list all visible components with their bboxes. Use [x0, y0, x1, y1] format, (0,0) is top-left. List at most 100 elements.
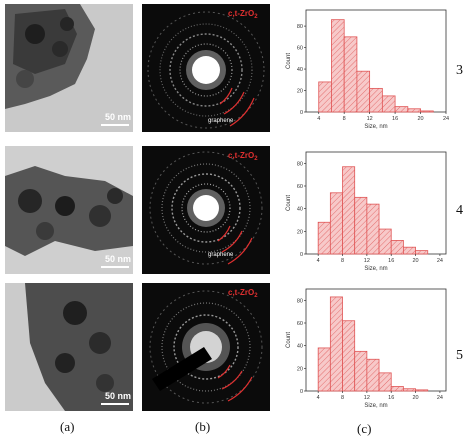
- y-tick-label: 80: [297, 161, 303, 167]
- y-tick-label: 40: [297, 207, 303, 213]
- column-label-c: (c): [357, 421, 372, 436]
- histogram-bar: [378, 372, 392, 392]
- x-tick-label: 8: [341, 258, 344, 264]
- column-label-b: (b): [195, 419, 211, 434]
- histogram-bar: [342, 166, 356, 255]
- histogram-bar: [390, 386, 404, 392]
- phase-label: c,t-ZrO: [228, 9, 254, 18]
- tem-micrograph: 50 nm: [5, 4, 133, 132]
- histogram-bar: [329, 192, 343, 255]
- histogram-bar: [356, 70, 371, 113]
- y-tick-label: 20: [297, 89, 303, 95]
- histogram-bar: [415, 250, 429, 255]
- saed-pattern-row-5: c,t-ZrO2: [142, 283, 270, 411]
- histogram-bar: [390, 240, 404, 255]
- histogram-bar: [381, 95, 396, 113]
- x-axis-label: Size, nm: [364, 403, 387, 409]
- histogram-row-4: 4 8 12 16 20 24 0 20 40 60 80 Size, nm Count: [282, 146, 452, 276]
- y-tick-label: 60: [297, 46, 303, 52]
- y-tick-label: 60: [297, 321, 303, 327]
- size-histogram: 4 8 12 16 20 24 0 20 40 60 80 Size, nm Count: [286, 9, 449, 130]
- scale-bar-label: 50 nm: [105, 391, 131, 401]
- histogram-row-5: 4 8 12 16 20 24 0 20 40 60 80 Size, nm Count: [282, 283, 452, 413]
- x-tick-label: 4: [317, 258, 320, 264]
- diffraction-pattern: c,t-ZrO2 graphene: [142, 146, 270, 274]
- tem-image-row-5: 50 nm: [5, 283, 133, 411]
- y-axis-label: Count: [286, 195, 292, 211]
- histogram-bar: [366, 358, 380, 392]
- saed-pattern-row-3: c,t-ZrO2 graphene: [142, 4, 270, 132]
- x-tick-label: 16: [392, 116, 398, 122]
- y-axis-label: Count: [286, 332, 292, 348]
- histogram-row-3: 4 8 12 16 20 24 0 20 40 60 80 Size, nm Count: [282, 4, 452, 134]
- histogram-bar: [402, 388, 416, 392]
- histogram-bar: [354, 196, 368, 255]
- histogram-bar: [366, 203, 380, 255]
- x-axis-label: Size, nm: [364, 266, 387, 272]
- x-tick-label: 8: [343, 116, 346, 122]
- x-tick-label: 4: [317, 395, 320, 401]
- y-tick-label: 0: [300, 389, 303, 395]
- x-tick-label: 12: [364, 395, 370, 401]
- beam-stop: [152, 347, 212, 391]
- y-tick-label: 80: [297, 24, 303, 30]
- histogram-bar: [394, 106, 409, 113]
- x-tick-label: 24: [437, 258, 443, 264]
- histogram-bar: [342, 320, 356, 392]
- tem-image-row-3: 50 nm: [5, 4, 133, 132]
- size-histogram: 4 8 12 16 20 24 0 20 40 60 80 Size, nm Count: [286, 151, 447, 272]
- x-tick-label: 20: [417, 116, 423, 122]
- row-label-3: 3: [456, 63, 463, 78]
- svg-text:c,t-ZrO2: c,t-ZrO2: [228, 151, 258, 162]
- phase-label-subscript: 2: [254, 14, 258, 20]
- x-tick-label: 24: [437, 395, 443, 401]
- tem-micrograph: 50 nm: [5, 283, 133, 411]
- histogram-bar: [317, 347, 331, 392]
- x-tick-label: 4: [317, 116, 320, 122]
- y-tick-label: 20: [297, 366, 303, 372]
- scale-bar-label: 50 nm: [105, 254, 131, 264]
- y-axis-label: Count: [286, 53, 292, 69]
- histogram-bar: [378, 228, 392, 255]
- column-label-a: (a): [60, 419, 75, 434]
- x-tick-label: 20: [413, 258, 419, 264]
- x-tick-label: 8: [341, 395, 344, 401]
- row-label-5: 5: [456, 348, 463, 363]
- histogram-bar: [343, 36, 358, 113]
- histogram-bar: [354, 350, 368, 392]
- diffraction-pattern: c,t-ZrO2 graphene: [142, 4, 270, 132]
- histogram-bar: [331, 19, 345, 113]
- tem-image-row-4: 50 nm: [5, 146, 133, 274]
- y-tick-label: 20: [297, 229, 303, 235]
- diffraction-pattern: c,t-ZrO2: [142, 283, 270, 411]
- y-tick-label: 0: [300, 110, 303, 116]
- phase-label-subscript: 2: [254, 156, 258, 162]
- histogram-bar: [420, 110, 434, 113]
- scale-bar-label: 50 nm: [105, 112, 131, 122]
- size-histogram: 4 8 12 16 20 24 0 20 40 60 80 Size, nm Count: [286, 288, 447, 409]
- histogram-bar: [407, 108, 421, 113]
- y-tick-label: 80: [297, 298, 303, 304]
- saed-pattern-row-4: c,t-ZrO2 graphene: [142, 146, 270, 274]
- y-tick-label: 40: [297, 67, 303, 73]
- phase-label-subscript: 2: [254, 293, 258, 299]
- x-tick-label: 24: [443, 116, 449, 122]
- histogram-bar: [415, 389, 429, 392]
- svg-text:c,t-ZrO2: c,t-ZrO2: [228, 9, 258, 20]
- histogram-bar: [318, 81, 332, 113]
- y-tick-label: 60: [297, 184, 303, 190]
- tem-micrograph: 50 nm: [5, 146, 133, 274]
- phase-label: c,t-ZrO: [228, 151, 254, 160]
- svg-text:c,t-ZrO2: c,t-ZrO2: [228, 288, 258, 299]
- histogram-bar: [369, 87, 383, 113]
- histogram-bar: [329, 296, 343, 392]
- histogram-bar: [317, 221, 331, 255]
- y-tick-label: 40: [297, 344, 303, 350]
- x-tick-label: 16: [388, 395, 394, 401]
- graphene-label: graphene: [208, 252, 234, 258]
- x-tick-label: 16: [388, 258, 394, 264]
- x-tick-label: 12: [367, 116, 373, 122]
- graphene-label: graphene: [208, 118, 234, 124]
- x-tick-label: 20: [413, 395, 419, 401]
- histogram-bar: [402, 246, 416, 255]
